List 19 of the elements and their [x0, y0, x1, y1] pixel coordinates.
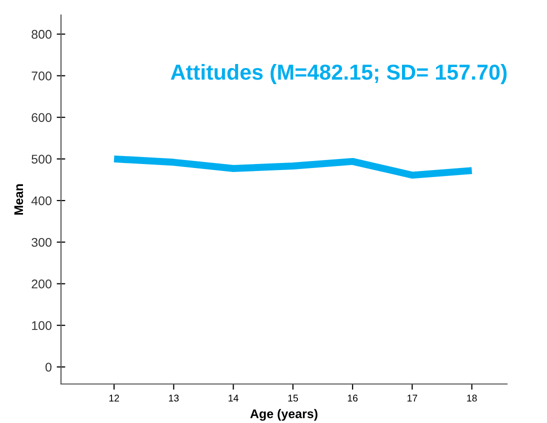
- y-tick-label: 300: [32, 238, 52, 247]
- y-tick-label: 400: [31, 196, 52, 206]
- x-tick-label: 14: [228, 394, 238, 402]
- y-tick-label: 800: [32, 30, 52, 39]
- x-tick-label: 12: [109, 394, 119, 402]
- x-tick-label: 17: [408, 394, 418, 402]
- y-tick-label: 0: [46, 362, 52, 372]
- y-tick-label: 700: [32, 72, 52, 80]
- x-tick-label: 16: [348, 394, 358, 402]
- x-axis-title: Age (years): [250, 409, 318, 421]
- y-axis-title: Mean: [14, 184, 24, 215]
- x-tick-label: 15: [288, 394, 298, 402]
- text: Attitudes (M=482.15; SD= 157.70): [170, 64, 507, 84]
- y-tick-label: 600: [32, 113, 52, 122]
- y-tick-label: 200: [32, 280, 52, 288]
- x-tick-label: 13: [169, 394, 179, 402]
- y-tick-label: 100: [32, 321, 52, 330]
- x-tick-label: 18: [467, 394, 477, 402]
- y-tick-label: 500: [32, 154, 52, 164]
